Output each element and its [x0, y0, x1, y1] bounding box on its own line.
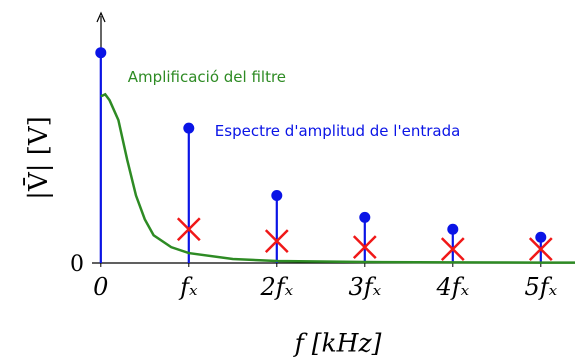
stem-dot: [447, 223, 459, 235]
curve-label: Amplificació del filtre: [128, 68, 286, 86]
stem-dot: [359, 211, 371, 223]
x-tick-label: fₓ: [178, 273, 198, 301]
stem-dot: [271, 190, 283, 202]
x-axis-label: f [kHz]: [293, 329, 382, 358]
x-marker: [176, 217, 201, 242]
x-marker: [264, 229, 289, 254]
x-marker: [440, 237, 465, 261]
x-marker: [352, 235, 377, 260]
stem-dot: [535, 231, 547, 243]
x-tick-label: 3fₓ: [348, 273, 381, 301]
y-axis-label: |V̄| [V]: [22, 116, 54, 200]
stem-dot: [183, 122, 195, 134]
y-axis-arrow: [96, 11, 106, 23]
stem-dot: [95, 47, 107, 59]
y-tick-label: 0: [70, 252, 84, 277]
x-tick-label: 2fₓ: [259, 273, 293, 301]
stem-label: Espectre d'amplitud de l'entrada: [215, 122, 460, 140]
filter-curve: [100, 92, 575, 264]
x-marker: [528, 237, 553, 261]
x-tick-label: 5fₓ: [524, 273, 557, 301]
x-tick-label: 4fₓ: [435, 273, 469, 301]
x-tick-label: 0: [93, 273, 108, 301]
